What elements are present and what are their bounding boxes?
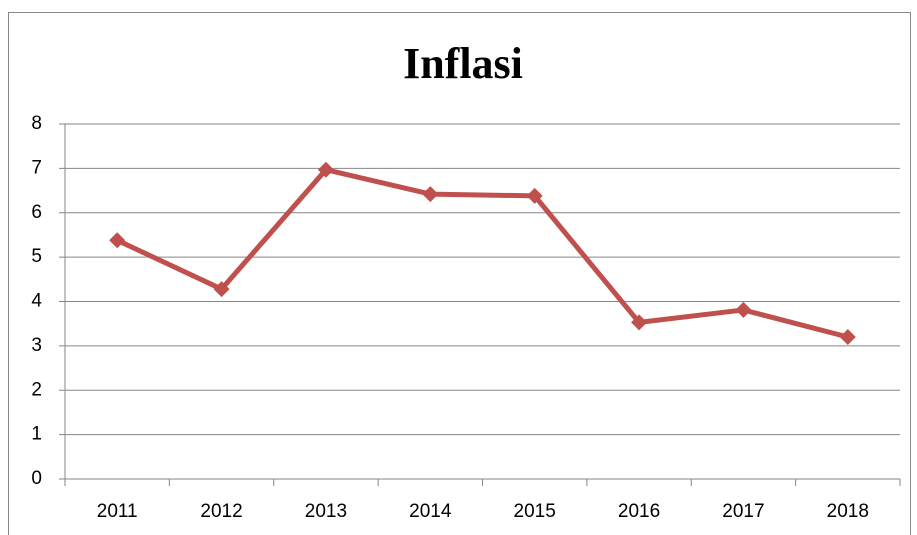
y-tick-label: 1 xyxy=(31,424,42,445)
x-tick-label: 2015 xyxy=(514,501,556,522)
x-tick-label: 2012 xyxy=(200,501,242,522)
y-tick-label: 2 xyxy=(31,379,42,400)
y-tick-label: 5 xyxy=(31,246,42,267)
marker xyxy=(526,187,543,204)
marker xyxy=(631,314,648,331)
y-tick-label: 4 xyxy=(31,291,42,312)
marker xyxy=(422,186,439,203)
chart-title: Inflasi xyxy=(403,39,523,88)
marker xyxy=(317,161,334,178)
marker xyxy=(735,301,752,318)
x-tick-label: 2013 xyxy=(305,501,347,522)
x-tick-label: 2014 xyxy=(409,501,452,522)
marker xyxy=(213,281,230,298)
x-tick-label: 2011 xyxy=(97,501,138,522)
x-tick-label: 2017 xyxy=(722,501,764,522)
line xyxy=(116,167,849,340)
y-tick-label: 3 xyxy=(31,335,42,356)
chart-frame xyxy=(8,12,911,535)
x-tick-label: 2018 xyxy=(827,501,869,522)
marker xyxy=(109,232,126,249)
y-tick-label: 6 xyxy=(31,202,42,223)
x-tick-label: 2016 xyxy=(618,501,660,522)
y-tick-label: 0 xyxy=(31,468,42,489)
marker xyxy=(839,329,856,345)
y-tick-label: 7 xyxy=(31,157,42,178)
y-tick-label: 8 xyxy=(31,113,42,134)
